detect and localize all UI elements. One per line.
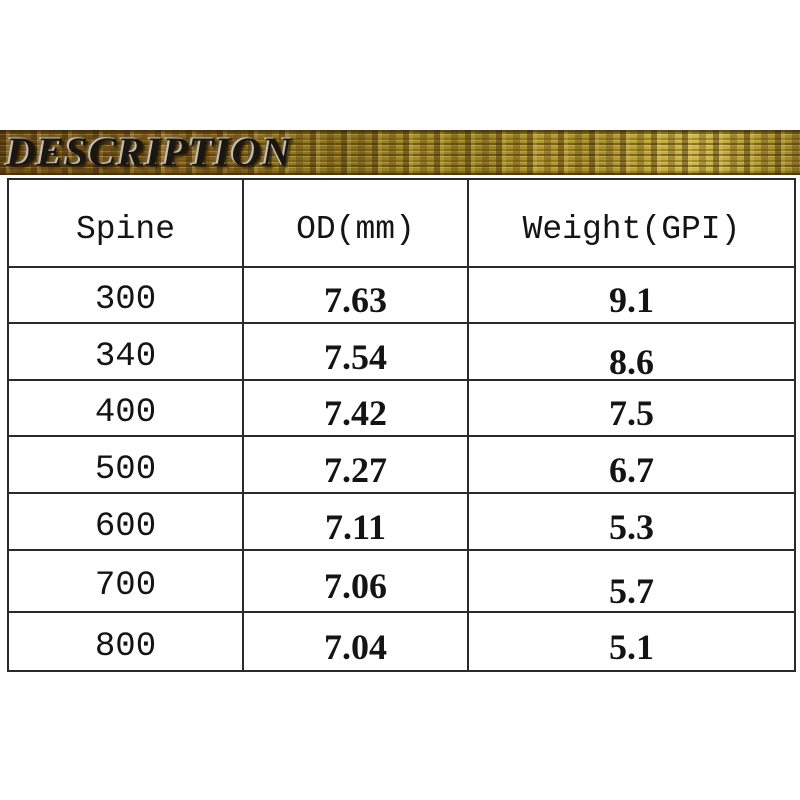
spine-cell: 700: [7, 549, 244, 613]
weight-value: 8.6: [609, 341, 654, 380]
spec-table: Spine OD(mm) Weight(GPI) 300 7.63 9.1 34…: [7, 178, 796, 672]
od-cell: 7.54: [242, 322, 469, 381]
table-row: 300 7.63 9.1: [7, 266, 796, 324]
table-row: 400 7.42 7.5: [7, 379, 796, 437]
spine-value: 500: [94, 450, 157, 489]
spine-value: 400: [94, 394, 157, 432]
table-row: 800 7.04 5.1: [7, 611, 796, 672]
od-value: 7.04: [324, 626, 387, 667]
description-banner: DESCRIPTION: [0, 128, 800, 175]
spine-cell: 300: [7, 266, 244, 324]
weight-cell: 6.7: [467, 435, 796, 494]
weight-cell: 7.5: [467, 379, 796, 437]
spine-cell: 600: [7, 492, 244, 551]
weight-cell: 9.1: [467, 266, 796, 324]
weight-cell: 5.1: [467, 611, 796, 672]
column-header-od: OD(mm): [242, 178, 469, 268]
spine-cell: 500: [7, 435, 244, 494]
od-value: 7.42: [324, 393, 387, 433]
od-cell: 7.27: [242, 435, 469, 494]
spine-cell: 400: [7, 379, 244, 437]
column-header-spine-label: Spine: [75, 210, 176, 248]
column-header-weight-label: Weight(GPI): [522, 210, 741, 248]
spine-cell: 800: [7, 611, 244, 672]
od-value: 7.11: [324, 506, 386, 547]
od-value: 7.27: [324, 449, 387, 490]
od-cell: 7.04: [242, 611, 469, 672]
table-header-row: Spine OD(mm) Weight(GPI): [7, 178, 796, 268]
od-cell: 7.11: [242, 492, 469, 551]
weight-value: 5.7: [609, 571, 654, 611]
table-row: 500 7.27 6.7: [7, 435, 796, 494]
spine-value: 700: [94, 567, 157, 605]
table-row: 600 7.11 5.3: [7, 492, 796, 551]
od-value: 7.06: [324, 566, 387, 606]
weight-value: 7.5: [609, 393, 654, 433]
spine-value: 340: [94, 337, 157, 376]
spine-value: 300: [94, 281, 157, 319]
weight-cell: 5.3: [467, 492, 796, 551]
column-header-weight: Weight(GPI): [467, 178, 796, 268]
spine-value: 600: [94, 507, 157, 546]
column-header-od-label: OD(mm): [296, 210, 415, 248]
weight-cell: 5.7: [467, 549, 796, 613]
table-row: 700 7.06 5.7: [7, 549, 796, 613]
weight-value: 6.7: [609, 449, 654, 490]
table-row: 340 7.54 8.6: [7, 322, 796, 381]
od-cell: 7.42: [242, 379, 469, 437]
od-cell: 7.06: [242, 549, 469, 613]
column-header-spine: Spine: [7, 178, 244, 268]
spine-value: 800: [94, 627, 157, 666]
od-value: 7.63: [324, 280, 387, 320]
od-value: 7.54: [324, 336, 387, 377]
weight-value: 5.3: [609, 506, 654, 547]
spine-cell: 340: [7, 322, 244, 381]
weight-value: 5.1: [609, 626, 654, 667]
weight-cell: 8.6: [467, 322, 796, 381]
banner-title: DESCRIPTION: [6, 128, 293, 175]
od-cell: 7.63: [242, 266, 469, 324]
weight-value: 9.1: [609, 280, 654, 320]
